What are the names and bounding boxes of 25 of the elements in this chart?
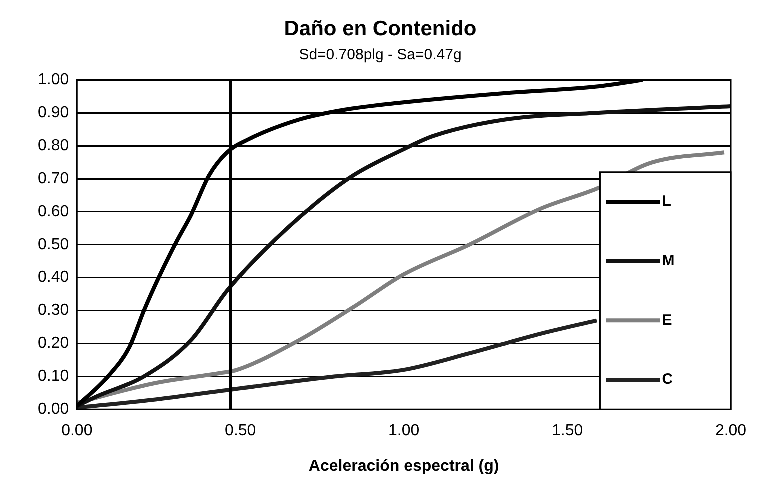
y-tick-label: 0.70: [38, 170, 70, 188]
line-series: [77, 318, 599, 410]
legend-label: L: [662, 193, 672, 210]
y-tick-label: 0.20: [38, 335, 70, 352]
x-tick-label: 1.00: [388, 422, 420, 440]
y-tick-label: 0.50: [38, 236, 70, 254]
x-tick-label: 0.50: [225, 422, 256, 440]
y-tick-label: 0.80: [38, 137, 70, 154]
x-axis-title: Aceleración espectral (g): [308, 458, 500, 475]
chart-subtitle: Sd=0.708plg - Sa=0.47g: [299, 46, 462, 64]
x-tick-label: 0.00: [62, 422, 93, 440]
x-tick-label: 2.00: [715, 422, 747, 440]
legend-label: C: [662, 371, 674, 388]
legend-label: E: [662, 312, 672, 329]
y-tick-label: 0.90: [38, 104, 70, 122]
y-tick-label: 1.00: [38, 72, 70, 89]
x-tick-label: 1.50: [552, 422, 584, 440]
legend-label: M: [662, 252, 675, 270]
y-tick-label: 0.00: [38, 401, 70, 418]
y-tick-label: 0.30: [38, 302, 70, 320]
y-tick-label: 0.60: [38, 203, 70, 220]
y-tick-label: 0.10: [38, 368, 70, 386]
chart-title: Daño en Contenido: [284, 17, 477, 40]
line-series: [77, 150, 726, 406]
y-tick-label: 0.40: [38, 269, 70, 286]
